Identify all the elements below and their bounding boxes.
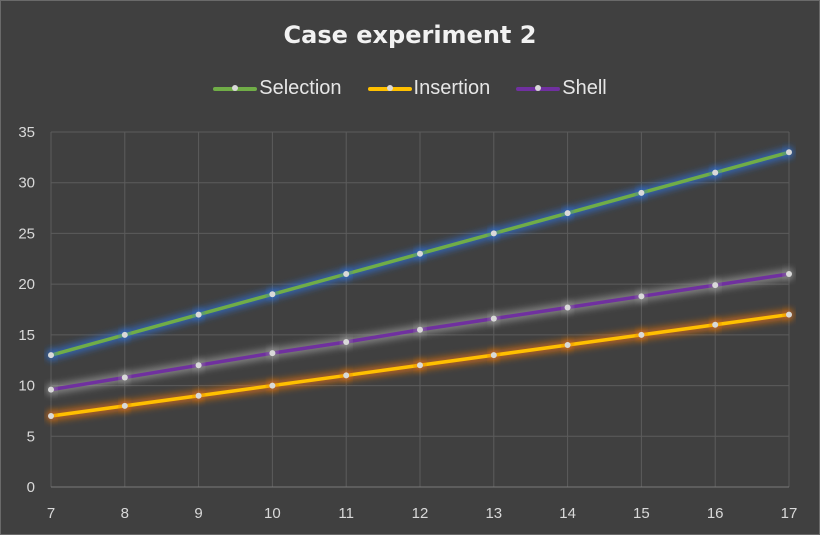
- y-tick-label: 20: [18, 276, 35, 293]
- data-point-insertion: [638, 331, 645, 338]
- x-tick-label: 8: [121, 505, 129, 522]
- data-point-selection: [417, 250, 423, 257]
- data-point-shell: [490, 315, 497, 322]
- data-point-selection: [121, 331, 128, 338]
- data-point-selection: [490, 230, 497, 237]
- data-point-shell: [343, 338, 350, 345]
- data-point-selection: [786, 149, 792, 156]
- legend-item-selection: Selection: [213, 77, 342, 100]
- legend-label-shell: Shell: [562, 77, 607, 99]
- data-point-shell: [712, 282, 719, 289]
- data-point-shell: [786, 271, 792, 277]
- y-tick-label: 25: [18, 225, 35, 242]
- data-point-insertion: [564, 342, 571, 348]
- chart-title: Case experiment 2: [283, 21, 537, 49]
- y-tick-label: 10: [18, 378, 35, 395]
- data-point-selection: [195, 311, 202, 318]
- data-point-shell: [269, 350, 276, 357]
- data-point-insertion: [786, 311, 792, 318]
- x-tick-label: 16: [707, 505, 724, 522]
- x-tick-label: 7: [47, 505, 55, 522]
- data-point-selection: [48, 352, 54, 359]
- data-point-selection: [269, 291, 276, 298]
- x-tick-label: 10: [264, 505, 281, 522]
- data-point-insertion: [121, 402, 128, 409]
- legend-item-shell: Shell: [516, 77, 607, 100]
- legend-item-insertion: Insertion: [367, 77, 491, 100]
- data-point-selection: [564, 210, 571, 217]
- x-tick-label: 13: [485, 505, 502, 522]
- y-tick-label: 30: [18, 175, 35, 192]
- data-point-shell: [195, 362, 202, 369]
- data-point-insertion: [195, 392, 202, 399]
- legend: Selection Insertion Shell: [1, 77, 819, 100]
- x-tick-label: 9: [194, 505, 202, 522]
- x-tick-label: 15: [633, 505, 650, 522]
- legend-label-insertion: Insertion: [413, 77, 491, 99]
- data-point-selection: [712, 169, 719, 176]
- data-point-shell: [638, 293, 645, 300]
- legend-swatch-insertion: [367, 85, 412, 91]
- data-point-insertion: [712, 321, 719, 328]
- x-tick-label: 17: [781, 505, 798, 522]
- x-tick-label: 12: [412, 505, 429, 522]
- data-point-insertion: [269, 382, 276, 389]
- data-point-insertion: [417, 362, 423, 369]
- data-point-shell: [564, 304, 571, 311]
- data-point-selection: [343, 271, 350, 277]
- legend-swatch-selection: [213, 85, 258, 91]
- data-point-shell: [417, 326, 423, 333]
- data-point-insertion: [490, 352, 497, 359]
- y-tick-label: 5: [27, 428, 35, 445]
- data-point-insertion: [343, 372, 350, 379]
- legend-label-selection: Selection: [259, 77, 342, 99]
- data-point-insertion: [48, 413, 54, 419]
- y-tick-label: 15: [18, 327, 35, 344]
- x-tick-label: 11: [338, 505, 354, 522]
- y-tick-label: 0: [27, 479, 35, 496]
- data-point-shell: [121, 374, 128, 381]
- x-tick-label: 14: [559, 505, 576, 522]
- legend-swatch-shell: [516, 85, 561, 91]
- data-point-shell: [48, 386, 54, 393]
- y-tick-label: 35: [18, 124, 35, 141]
- data-point-selection: [638, 189, 645, 196]
